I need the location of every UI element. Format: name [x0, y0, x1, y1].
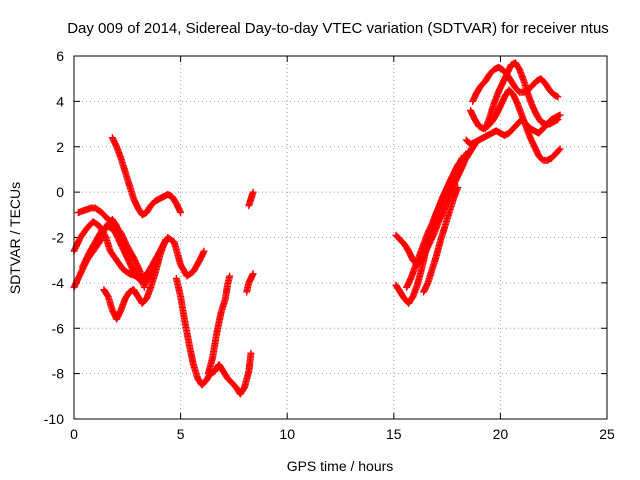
data-series — [469, 63, 562, 105]
grid — [74, 56, 607, 419]
x-tick-label: 15 — [386, 426, 402, 442]
data-point — [556, 145, 564, 153]
data-series — [108, 134, 185, 219]
x-tick-label: 10 — [279, 426, 295, 442]
y-tick-label: -10 — [44, 411, 64, 427]
x-axis-label: GPS time / hours — [287, 458, 394, 474]
data-series — [462, 111, 564, 148]
chart-title: Day 009 of 2014, Sidereal Day-to-day VTE… — [67, 20, 609, 37]
data-point — [249, 270, 257, 278]
y-tick-label: -6 — [52, 320, 65, 336]
data-point — [554, 116, 562, 124]
data-point — [554, 93, 562, 101]
y-tick-label: 6 — [56, 48, 64, 64]
y-tick-label: -8 — [52, 366, 65, 382]
data-point — [454, 184, 462, 192]
x-tick-label: 0 — [70, 426, 78, 442]
data-points — [70, 59, 564, 398]
data-series — [100, 240, 168, 323]
x-tick-label: 5 — [177, 426, 185, 442]
data-series — [204, 272, 234, 378]
data-point — [555, 146, 563, 154]
data-point — [200, 247, 208, 255]
x-tick-label: 25 — [599, 426, 615, 442]
data-series — [245, 188, 257, 210]
data-point — [160, 240, 168, 248]
data-point — [162, 236, 170, 244]
data-point — [247, 349, 255, 357]
y-tick-label: -2 — [52, 230, 65, 246]
y-tick-label: 2 — [56, 139, 64, 155]
data-point — [177, 209, 185, 217]
data-series — [74, 204, 148, 291]
y-tick-label: -4 — [52, 275, 65, 291]
data-series — [481, 59, 562, 133]
data-point — [556, 111, 564, 119]
x-tick-label: 20 — [493, 426, 509, 442]
data-series — [172, 274, 255, 398]
y-tick-label: 0 — [56, 184, 64, 200]
y-tick-label: 4 — [56, 93, 64, 109]
data-point — [249, 188, 257, 196]
plot-frame — [73, 55, 608, 420]
data-series — [420, 184, 462, 296]
y-axis-label: SDTVAR / TECUs — [7, 182, 23, 294]
data-series — [243, 270, 257, 296]
data-point — [226, 272, 234, 280]
